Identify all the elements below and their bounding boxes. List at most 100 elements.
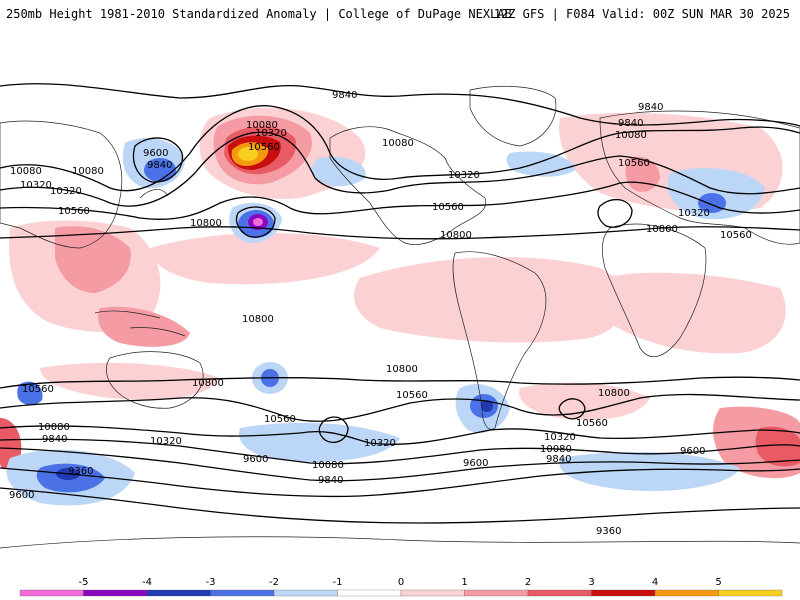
contour-label: 10080 [540, 444, 572, 455]
coast-greenland [469, 85, 557, 147]
model-valid-time: 12Z GFS | F084 Valid: 00Z SUN MAR 30 202… [493, 7, 790, 21]
contour-europe-low [597, 199, 633, 228]
contour-label: 10080 [38, 422, 70, 433]
anomaly-colorbar: -5 -4 -3 -2 -1 0 1 2 3 4 5 [19, 577, 783, 597]
anomaly-map: 9840 9840 10080 10080 10320 10320 10560 … [0, 78, 800, 576]
colorbar-tick-label: -1 [333, 577, 343, 588]
contour-label: 10800 [190, 218, 222, 229]
contour-10080-north [0, 105, 800, 192]
anomaly-neg-gulf-peak [253, 218, 263, 226]
colorbar-tick-label: 5 [715, 577, 721, 588]
colorbar-tick-label: 2 [525, 577, 531, 588]
colorbar-tick-label: 3 [588, 577, 594, 588]
contour-label: 10320 [364, 438, 396, 449]
contour-label: 10560 [396, 390, 428, 401]
contour-kamchatka-low [132, 137, 183, 183]
coastlines [0, 85, 800, 549]
colorbar-swatch [527, 589, 592, 597]
colorbar-swatch [718, 589, 783, 597]
contour-label: 10320 [544, 432, 576, 443]
colorbar-tick-label: -4 [142, 577, 152, 588]
contour-label: 10560 [22, 384, 54, 395]
contour-label: 10080 [382, 138, 414, 149]
anomaly-pos-atlantic [354, 257, 626, 343]
contour-label: 10080 [72, 166, 104, 177]
contour-10560-north [0, 181, 800, 220]
contour-label: 10560 [432, 202, 464, 213]
anomaly-pos-pacific-band [150, 233, 380, 285]
contour-label: 9600 [243, 454, 268, 465]
colorbar-swatch [591, 589, 656, 597]
contour-label: 10800 [646, 224, 678, 235]
contour-sw-pacific-loop [318, 416, 349, 443]
contour-label: 10320 [150, 436, 182, 447]
contour-10800-south [0, 376, 800, 389]
contour-label: 10320 [448, 170, 480, 181]
anomaly-neg-south-america-max [481, 400, 493, 412]
contour-label: 9600 [9, 490, 34, 501]
contour-label: 10320 [678, 208, 710, 219]
contour-label: 9840 [638, 102, 663, 113]
map-header: 250mb Height 1981-2010 Standardized Anom… [0, 0, 800, 40]
contour-label: 9360 [68, 466, 93, 477]
contour-label: 9360 [596, 526, 621, 537]
height-contours [0, 83, 800, 524]
contour-label: 10800 [440, 230, 472, 241]
anomaly-pos-india [597, 272, 786, 354]
colorbar-swatch [83, 589, 148, 597]
contour-label: 10560 [58, 206, 90, 217]
contour-label: 9840 [618, 118, 643, 129]
contour-label: 10320 [255, 128, 287, 139]
anomaly-pos-alaska-top [238, 147, 258, 161]
colorbar-swatch [337, 589, 402, 597]
contour-label: 10080 [246, 120, 278, 131]
contour-label: 10080 [615, 130, 647, 141]
contour-label: 10560 [576, 418, 608, 429]
coast-eurasia [599, 110, 800, 245]
contour-gulf-low [235, 206, 276, 238]
positive-anomaly-shading [0, 107, 800, 479]
contour-9360-south [0, 487, 800, 524]
contour-9840-north [0, 83, 800, 127]
contour-label: 10560 [248, 142, 280, 153]
coast-antarctica [0, 536, 800, 549]
contour-label: 9840 [332, 90, 357, 101]
map-title: 250mb Height 1981-2010 Standardized Anom… [6, 7, 512, 21]
contour-10080-south [0, 438, 800, 465]
contour-label: 9600 [143, 148, 168, 159]
contour-10320-south [0, 425, 800, 445]
colorbar-tick-label: 0 [398, 577, 404, 588]
contour-10320-north [0, 131, 800, 207]
contour-label: 10560 [264, 414, 296, 425]
contour-label: 9840 [546, 454, 571, 465]
anomaly-neg-canada [312, 156, 366, 187]
anomaly-pos-europe-core [625, 156, 660, 192]
colorbar-swatches [19, 589, 783, 597]
coast-japan [139, 189, 169, 199]
contour-label: 10800 [192, 378, 224, 389]
contour-label: 10800 [242, 314, 274, 325]
contour-label-group: 9840 9840 10080 10080 10320 10320 10560 … [9, 90, 752, 537]
anomaly-neg-kamchatka-core [144, 158, 176, 182]
colorbar-tick-label: -2 [269, 577, 279, 588]
coast-australia [105, 351, 204, 409]
colorbar-swatch [400, 589, 465, 597]
contour-label: 10320 [50, 186, 82, 197]
anomaly-pos-asia-east [98, 306, 190, 347]
contour-label: 9840 [147, 160, 172, 171]
colorbar-swatch [19, 589, 84, 597]
contour-9600-south [0, 467, 800, 498]
colorbar-tick-label: -3 [206, 577, 216, 588]
coast-africa [601, 223, 707, 358]
colorbar-swatch [210, 589, 275, 597]
coast-indonesia [94, 310, 186, 337]
contour-label: 9840 [318, 475, 343, 486]
colorbar-swatch [146, 589, 211, 597]
contour-label: 9600 [680, 446, 705, 457]
colorbar-tick-label: -5 [79, 577, 89, 588]
contour-label: 10800 [386, 364, 418, 375]
contour-label: 10560 [618, 158, 650, 169]
anomaly-neg-west-pacific-south [17, 381, 43, 406]
contour-label: 10080 [312, 460, 344, 471]
contour-9840-south [0, 447, 800, 482]
